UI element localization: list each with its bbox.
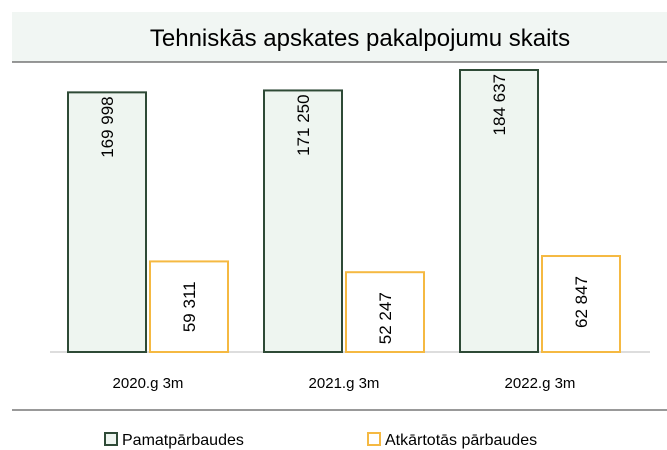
chart-title: Tehniskās apskates pakalpojumu skaits xyxy=(150,25,570,52)
legend-swatch xyxy=(104,432,118,446)
bar xyxy=(149,260,229,353)
bar xyxy=(263,89,343,353)
legend-swatch xyxy=(367,432,381,446)
bar xyxy=(345,271,425,354)
data-label: 169 998 xyxy=(98,96,117,157)
data-label: 52 247 xyxy=(376,292,395,344)
bar xyxy=(459,69,539,353)
data-label: 59 311 xyxy=(180,281,199,332)
x-tick-label: 2021.g 3m xyxy=(309,375,380,392)
data-label: 62 847 xyxy=(572,276,591,328)
data-label: 184 637 xyxy=(490,74,509,135)
legend-label: Atkārtotās pārbaudes xyxy=(385,432,537,449)
legend-label: Pamatpārbaudes xyxy=(122,432,244,449)
data-label: 171 250 xyxy=(294,94,313,155)
x-tick-label: 2020.g 3m xyxy=(113,375,184,392)
bar xyxy=(541,255,621,354)
bar xyxy=(67,91,147,353)
title-box xyxy=(12,12,667,62)
x-tick-label: 2022.g 3m xyxy=(505,375,576,392)
